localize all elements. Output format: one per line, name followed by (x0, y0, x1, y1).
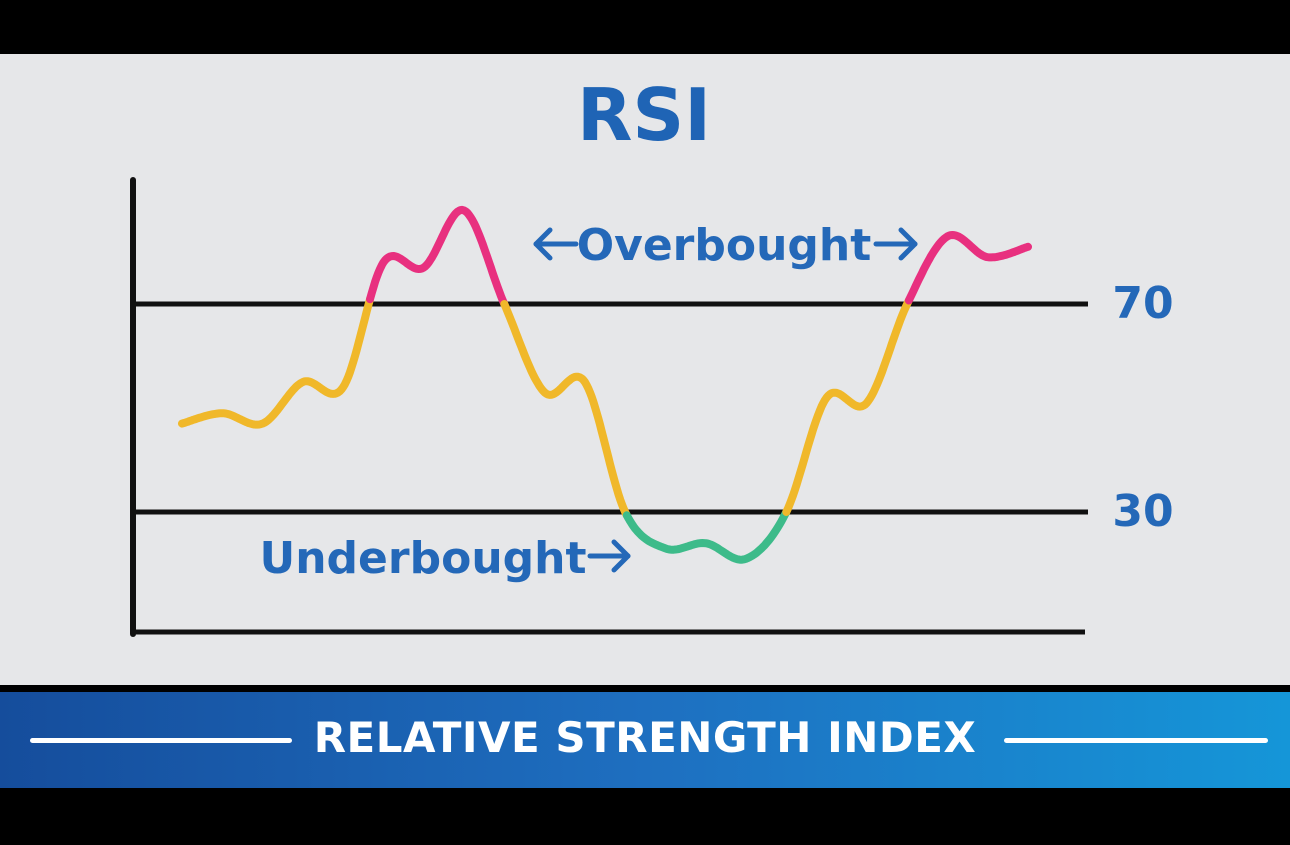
rsi-line-segment-neutral (782, 296, 913, 516)
underbought-annotation: Underbought (260, 533, 631, 584)
subtitle-banner: RELATIVE STRENGTH INDEX (0, 692, 1290, 788)
left-arrow-icon (533, 227, 579, 261)
chart-panel (0, 54, 1290, 685)
rsi-line (178, 205, 1032, 564)
banner-left-line (30, 738, 292, 743)
underbought-label: Underbought (260, 533, 587, 584)
overbought-annotation: Overbought (533, 220, 918, 271)
rsi-line-segment-overbought (904, 231, 1032, 305)
rsi-line-segment-neutral (500, 300, 631, 520)
rsi-line-segment-underbought (622, 508, 791, 564)
overbought-label: Overbought (577, 220, 872, 271)
chart-title: RSI (577, 73, 711, 157)
reference-label-70: 70 (1112, 278, 1173, 329)
chart-subtitle: RELATIVE STRENGTH INDEX (313, 713, 977, 762)
right-arrow-icon (587, 539, 631, 573)
rsi-line-segment-overbought (366, 205, 509, 308)
reference-label-30: 30 (1112, 486, 1173, 537)
right-arrow-icon (873, 227, 918, 261)
banner-right-line (1004, 738, 1268, 743)
rsi-line-segment-neutral (178, 295, 374, 429)
